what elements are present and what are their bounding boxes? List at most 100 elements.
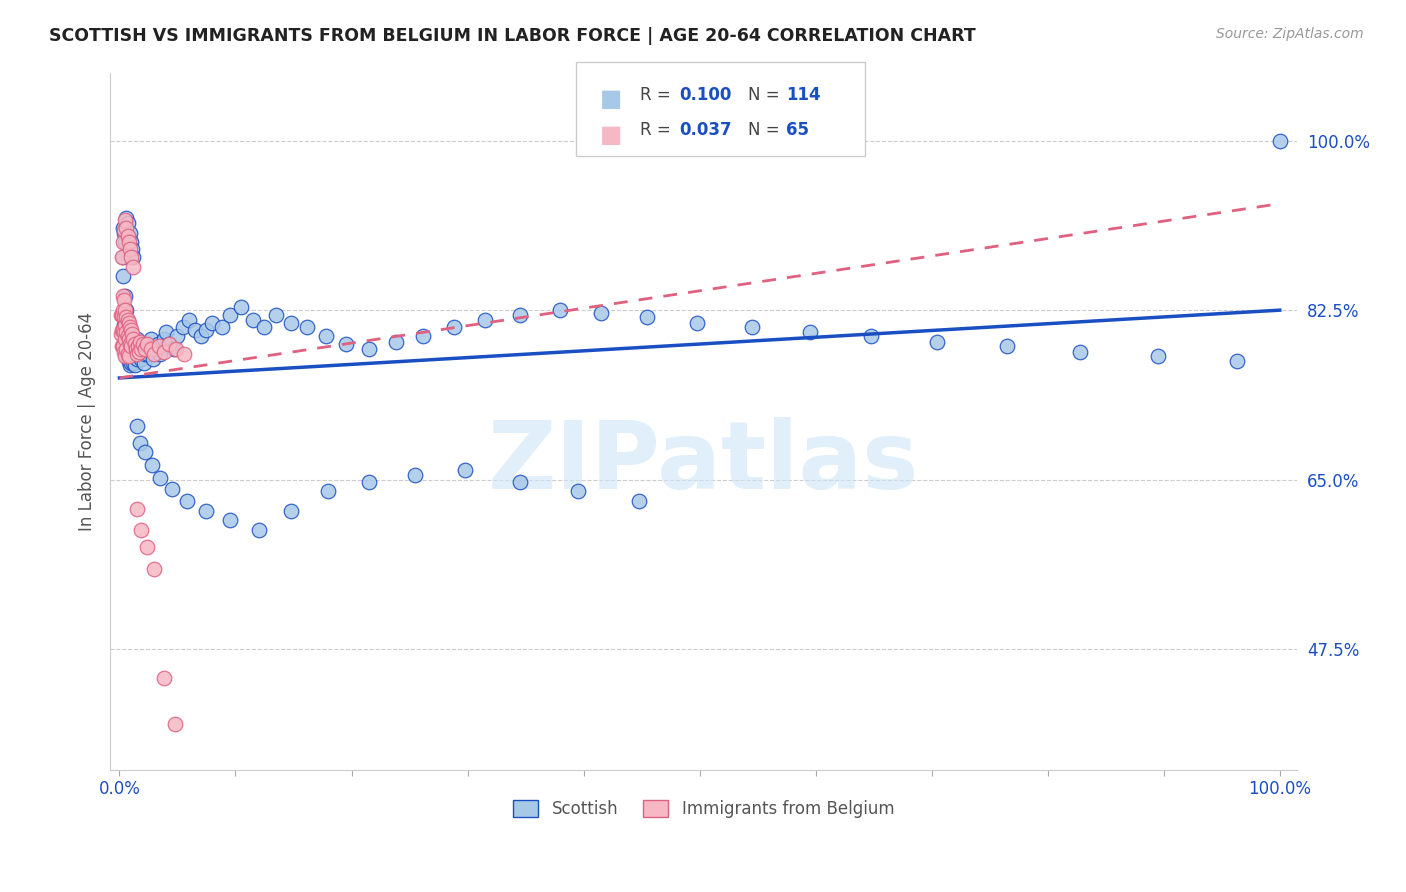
Point <box>111 220 134 235</box>
Point <box>195 503 218 517</box>
Point <box>115 327 138 342</box>
Point <box>112 344 135 359</box>
Point <box>173 347 195 361</box>
Point <box>143 561 166 575</box>
Point <box>115 220 138 235</box>
Point <box>118 226 141 240</box>
Text: 0.037: 0.037 <box>679 121 731 139</box>
Point <box>111 322 134 336</box>
Point <box>404 467 426 482</box>
Point <box>142 351 165 366</box>
Point <box>115 310 138 324</box>
Point <box>131 523 153 537</box>
Text: R =: R = <box>640 121 676 139</box>
Point <box>636 310 658 324</box>
Point <box>628 494 651 508</box>
Point <box>242 313 264 327</box>
Point <box>280 316 302 330</box>
Point <box>122 337 145 351</box>
Point <box>121 351 143 366</box>
Point <box>120 339 142 353</box>
Point <box>115 342 138 356</box>
Point <box>145 342 167 356</box>
Point <box>124 337 146 351</box>
Point <box>474 313 496 327</box>
Text: Source: ZipAtlas.com: Source: ZipAtlas.com <box>1216 27 1364 41</box>
Point <box>357 475 380 489</box>
Point <box>120 342 142 356</box>
Point <box>111 339 134 353</box>
Point <box>117 351 139 366</box>
Point <box>136 541 159 555</box>
Point <box>125 351 148 366</box>
Point <box>120 322 142 336</box>
Point <box>318 484 340 499</box>
Point <box>111 288 134 302</box>
Point <box>134 347 156 361</box>
Point <box>131 342 153 356</box>
Point <box>860 329 883 343</box>
Point <box>118 235 141 250</box>
Point <box>127 339 149 353</box>
Point <box>111 269 134 284</box>
Point <box>129 337 152 351</box>
Text: 114: 114 <box>786 86 821 103</box>
Point <box>128 344 150 359</box>
Point <box>141 458 163 472</box>
Point <box>165 716 187 731</box>
Point <box>589 306 612 320</box>
Point <box>120 329 142 343</box>
Point <box>112 223 135 237</box>
Point <box>112 310 135 324</box>
Point <box>121 335 143 350</box>
Point <box>686 316 709 330</box>
Text: ■: ■ <box>600 123 623 147</box>
Point <box>114 318 136 332</box>
Point <box>111 322 134 336</box>
Point <box>125 347 148 361</box>
Point <box>131 351 153 366</box>
Point <box>384 335 406 350</box>
Point <box>138 347 160 361</box>
Point <box>253 319 276 334</box>
Text: SCOTTISH VS IMMIGRANTS FROM BELGIUM IN LABOR FORCE | AGE 20-64 CORRELATION CHART: SCOTTISH VS IMMIGRANTS FROM BELGIUM IN L… <box>49 27 976 45</box>
Point <box>111 303 134 318</box>
Point <box>1226 354 1249 368</box>
Legend: Scottish, Immigrants from Belgium: Scottish, Immigrants from Belgium <box>506 793 901 824</box>
Point <box>118 349 141 363</box>
Point <box>118 339 141 353</box>
Point <box>297 319 319 334</box>
Text: R =: R = <box>640 86 676 103</box>
Point <box>114 303 136 318</box>
Point <box>995 339 1018 353</box>
Point <box>118 337 141 351</box>
Point <box>118 242 141 256</box>
Point <box>117 228 139 243</box>
Point <box>111 235 134 250</box>
Point <box>118 332 141 346</box>
Point <box>157 337 180 351</box>
Point <box>218 308 240 322</box>
Point <box>139 342 162 356</box>
Point <box>114 342 136 356</box>
Point <box>280 503 302 517</box>
Point <box>120 356 142 370</box>
Point <box>122 250 145 264</box>
Point <box>131 337 153 351</box>
Point <box>231 300 253 314</box>
Point <box>110 327 132 342</box>
Point <box>117 216 139 230</box>
Point <box>122 332 145 346</box>
Point <box>124 359 146 373</box>
Point <box>1069 344 1091 359</box>
Point <box>148 339 170 353</box>
Point <box>509 475 531 489</box>
Point <box>118 322 141 336</box>
Point <box>134 342 156 356</box>
Point <box>114 235 136 250</box>
Point <box>125 501 148 516</box>
Point <box>176 494 198 508</box>
Point <box>165 342 187 356</box>
Point <box>121 327 143 342</box>
Point <box>122 260 145 274</box>
